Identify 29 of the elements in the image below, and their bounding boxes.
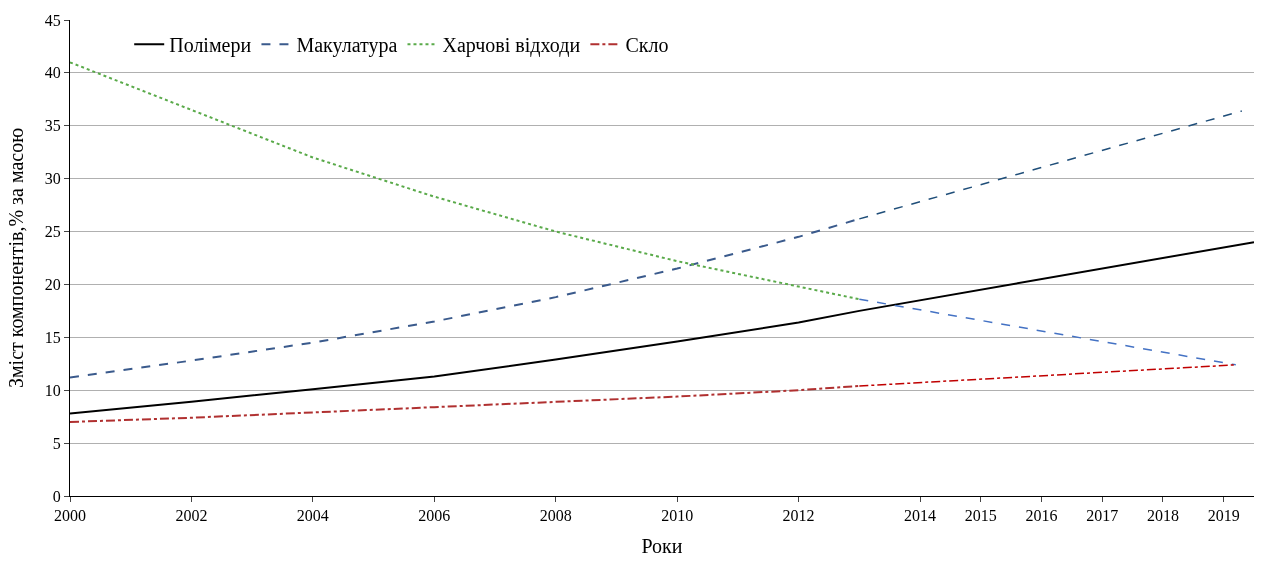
- y-tick-label: 20: [44, 276, 61, 294]
- y-tick-label: 30: [44, 170, 61, 188]
- y-tick-label: 5: [52, 434, 61, 452]
- x-tick-label: 2018: [1146, 507, 1179, 525]
- y-tick-label: 0: [52, 487, 61, 505]
- x-tick-label: 2016: [1025, 507, 1058, 525]
- y-tick-label: 10: [44, 381, 61, 399]
- x-tick-label: 2008: [539, 507, 572, 525]
- y-tick-label: 35: [44, 117, 61, 135]
- x-tick-label: 2000: [54, 507, 86, 525]
- y-tick-label: 15: [44, 328, 61, 346]
- legend-label: Скло: [625, 34, 669, 57]
- x-tick-label: 2015: [964, 507, 997, 525]
- x-tick-label: 2006: [418, 507, 451, 525]
- y-tick-label: 40: [44, 64, 61, 82]
- legend-label: Харчові відходи: [442, 34, 581, 58]
- legend-label: Полімери: [169, 34, 252, 58]
- x-tick-label: 2004: [296, 507, 329, 525]
- y-tick-label: 25: [44, 223, 61, 241]
- x-tick-label: 2010: [661, 507, 694, 525]
- x-tick-label: 2014: [904, 507, 937, 525]
- x-axis-title: Роки: [641, 534, 683, 557]
- legend-label: Макулатура: [296, 34, 398, 58]
- x-tick-label: 2019: [1207, 507, 1240, 525]
- x-tick-label: 2012: [782, 507, 815, 525]
- x-tick-label: 2002: [175, 507, 208, 525]
- x-tick-label: 2017: [1086, 507, 1119, 525]
- y-tick-label: 45: [44, 11, 61, 29]
- y-axis-title: Зміст компонентів,% за масою: [5, 127, 28, 389]
